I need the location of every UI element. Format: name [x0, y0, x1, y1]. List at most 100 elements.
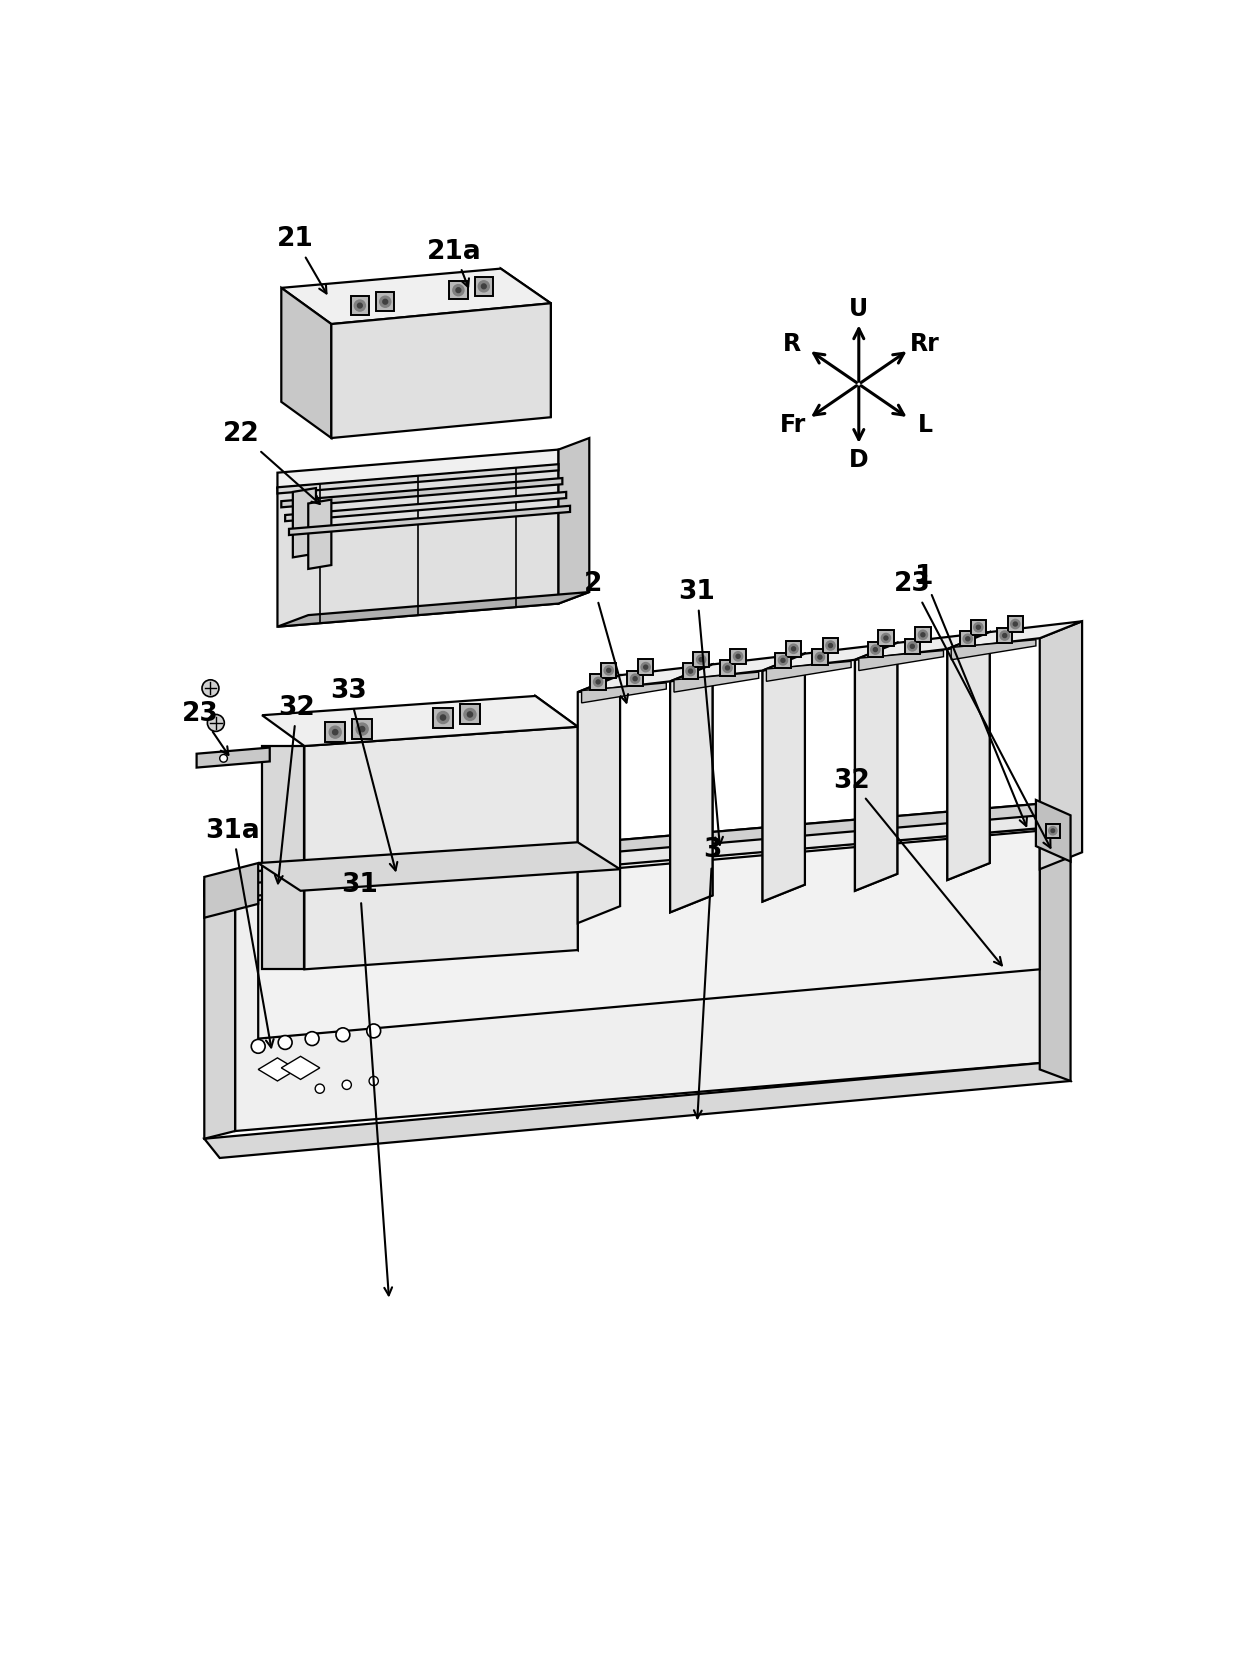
Bar [997, 628, 1012, 643]
Bar [1008, 616, 1023, 631]
Circle shape [606, 668, 611, 673]
Polygon shape [675, 673, 759, 693]
Bar [775, 653, 791, 668]
Circle shape [781, 658, 785, 663]
Bar [601, 663, 616, 678]
Circle shape [305, 1031, 319, 1045]
Circle shape [1013, 621, 1017, 626]
Polygon shape [309, 500, 331, 570]
Circle shape [355, 301, 366, 311]
Bar [449, 281, 467, 299]
Polygon shape [236, 827, 1055, 1131]
Circle shape [370, 1076, 378, 1086]
Bar [812, 649, 827, 664]
Bar [878, 630, 894, 646]
Circle shape [826, 641, 835, 649]
Polygon shape [281, 269, 551, 324]
Circle shape [315, 1085, 325, 1093]
Circle shape [440, 714, 445, 721]
Bar [786, 641, 801, 656]
Circle shape [329, 726, 341, 737]
Bar [971, 620, 986, 635]
Circle shape [966, 636, 970, 641]
Circle shape [737, 654, 740, 658]
Circle shape [1049, 827, 1056, 835]
Text: 22: 22 [223, 422, 320, 503]
Polygon shape [281, 287, 331, 439]
Polygon shape [947, 621, 1083, 649]
Bar [475, 277, 494, 296]
Polygon shape [670, 664, 713, 912]
Polygon shape [293, 488, 316, 558]
Text: 33: 33 [331, 678, 397, 870]
Circle shape [219, 754, 227, 762]
Circle shape [1011, 620, 1021, 628]
Polygon shape [289, 507, 570, 535]
Polygon shape [278, 591, 589, 626]
Circle shape [453, 284, 464, 296]
Circle shape [699, 658, 703, 661]
Circle shape [921, 633, 925, 636]
Circle shape [818, 654, 822, 659]
Bar [627, 671, 642, 686]
Circle shape [207, 714, 224, 731]
Circle shape [594, 678, 603, 686]
Polygon shape [304, 728, 578, 970]
Polygon shape [763, 654, 805, 902]
Circle shape [884, 636, 888, 639]
Circle shape [1052, 829, 1055, 832]
Bar [639, 659, 653, 674]
Circle shape [596, 679, 600, 684]
Circle shape [789, 644, 799, 653]
Circle shape [815, 653, 825, 661]
Circle shape [641, 663, 650, 671]
Polygon shape [278, 450, 558, 488]
Circle shape [467, 713, 472, 718]
Bar [352, 719, 372, 739]
Circle shape [604, 666, 614, 674]
Circle shape [870, 644, 880, 654]
Bar [905, 638, 920, 654]
Text: 2: 2 [584, 571, 627, 703]
Polygon shape [578, 674, 620, 924]
Circle shape [686, 666, 696, 676]
Text: R: R [782, 332, 801, 355]
Circle shape [973, 623, 983, 631]
Polygon shape [670, 664, 713, 912]
Polygon shape [236, 804, 1040, 885]
Circle shape [630, 674, 640, 683]
Bar [325, 723, 345, 742]
Text: 23: 23 [894, 571, 1050, 847]
Bar [590, 674, 606, 689]
Text: 21: 21 [277, 226, 326, 294]
Circle shape [634, 676, 637, 681]
Polygon shape [205, 874, 236, 897]
Text: 3: 3 [694, 837, 722, 1118]
Text: 31: 31 [341, 872, 392, 1296]
Bar [868, 641, 883, 658]
Circle shape [873, 648, 878, 651]
Circle shape [723, 663, 732, 673]
Text: Rr: Rr [909, 332, 939, 355]
Circle shape [882, 633, 890, 643]
Circle shape [779, 656, 787, 664]
Polygon shape [258, 1058, 296, 1081]
Circle shape [976, 625, 981, 630]
Polygon shape [558, 439, 589, 603]
Circle shape [481, 284, 486, 289]
Circle shape [383, 299, 388, 304]
Polygon shape [1035, 801, 1070, 862]
Text: L: L [919, 412, 934, 437]
Polygon shape [281, 478, 563, 507]
Circle shape [828, 643, 832, 648]
Text: U: U [849, 297, 868, 321]
Bar [960, 631, 976, 646]
Polygon shape [859, 651, 944, 671]
Text: 31: 31 [678, 580, 723, 845]
Circle shape [356, 723, 368, 736]
Polygon shape [285, 492, 567, 522]
Polygon shape [258, 830, 1040, 1038]
Text: 23: 23 [182, 701, 228, 754]
Circle shape [644, 664, 647, 669]
Polygon shape [947, 633, 990, 880]
